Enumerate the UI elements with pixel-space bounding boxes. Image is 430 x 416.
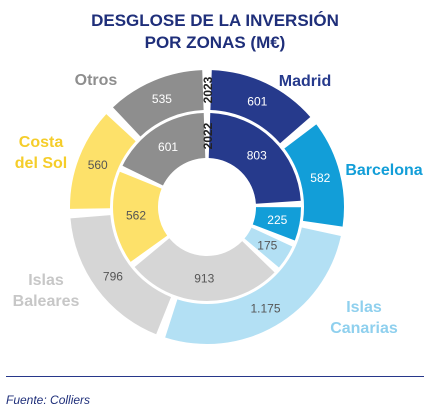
source-note: Fuente: Colliers [6,393,91,407]
slice-2023-islas-baleares [70,215,172,335]
slice-2022-islas-baleares [134,238,275,301]
ring-year-label-2023: 2023 [201,76,215,103]
slice-2023-madrid [210,70,311,144]
zone-label-islas-baleares: Islas Baleares [13,272,80,310]
value-label-2022-madrid: 803 [247,149,267,163]
value-label-2023-barcelona: 582 [310,171,330,185]
value-label-2023-islas-baleares: 796 [103,270,123,284]
slice-2022-costa-del-sol [113,171,168,262]
slice-2022-barcelona [252,207,301,241]
slice-2023-costa-del-sol [70,114,136,209]
footer-divider [6,376,424,377]
zone-labels: Madrid Barcelona Islas Canarias Islas Baleare… [13,72,423,337]
value-label-2023-otros: 535 [152,92,172,106]
value-label-2023-costa-del-sol: 560 [88,158,108,172]
slice-2022-otros [122,113,206,186]
ring-year-labels: 2023 2022 [201,76,215,149]
chart-title-line-2: POR ZONAS (M€) [144,33,286,52]
value-label-2022-barcelona: 225 [267,213,287,227]
value-label-2023-islas-canarias: 1.175 [250,301,280,315]
slice-2023-islas-canarias [165,227,341,344]
slice-2023-barcelona [284,124,344,227]
chart-title-line-1: DESGLOSE DE LA INVERSIÓN [91,11,339,30]
zone-label-barcelona: Barcelona [345,162,422,179]
value-label-2022-otros: 601 [158,140,178,154]
zone-label-islas-canarias: Islas Canarias [330,299,398,337]
value-label-2022-costa-del-sol: 562 [126,209,146,223]
slice-2023-otros [112,70,204,137]
donut-chart: 601 582 1.175 796 560 535 803 225 175 913 562601 … [13,70,423,344]
outer-ring-2023: 601 582 1.175 796 560 535 [70,70,344,344]
value-label-2022-islas-canarias: 175 [257,238,277,252]
zone-label-otros: Otros [75,72,118,89]
slice-2022-islas-canarias [244,227,293,268]
chart-title: DESGLOSE DE LA INVERSIÓN POR ZONAS (M€) [0,10,430,54]
zone-label-costa-del-sol: Costa del Sol [15,134,67,172]
slice-2022-madrid [208,113,301,204]
value-label-2023-madrid: 601 [247,94,267,108]
ring-year-label-2022: 2022 [201,122,215,149]
zone-label-madrid: Madrid [279,73,331,90]
value-label-2022-islas-baleares: 913 [194,271,214,285]
inner-ring-2022: 803 225 175 913 562 601 [113,113,301,301]
